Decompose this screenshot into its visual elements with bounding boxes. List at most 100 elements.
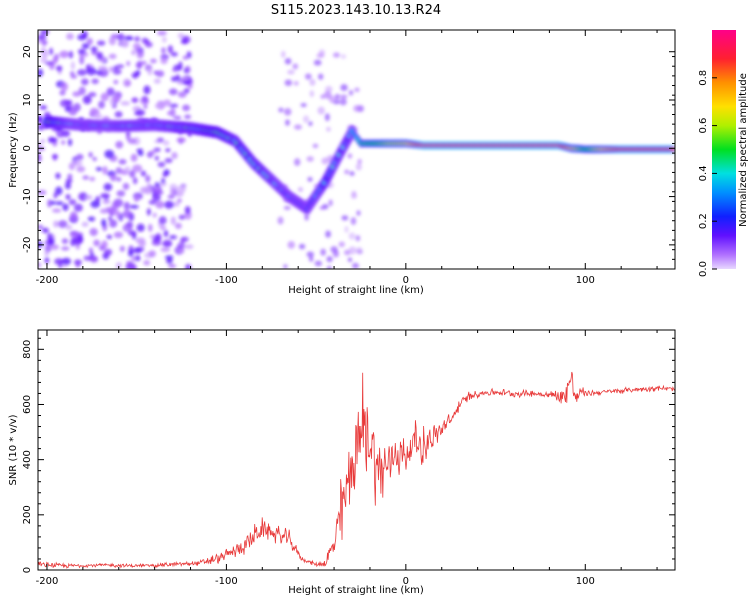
spectrogram-noise-cell [74,238,81,246]
spectrogram-noise-cell [69,71,75,76]
spectrogram-noise-cell [72,159,83,167]
spectrogram-noise-cell [184,206,191,215]
spectrogram-noise-cell [70,61,76,70]
spectrogram-noise-cell [131,72,139,79]
spectrogram-x-ticks: -200 -100 0 100 [36,30,658,286]
spectrogram-noise-cell [53,192,58,199]
spectrogram-noise-cell [341,215,349,221]
spectrogram-noise-cell [309,78,316,86]
spectrogram-noise-cell [340,84,348,92]
spectrogram-x-tick-label: -100 [215,275,238,286]
snr-frame [37,329,676,571]
spectrogram-noise-cell [155,200,165,209]
spectrogram-noise-cell [100,208,107,214]
spectrogram-noise-cell [123,201,131,211]
spectrogram-noise-cell [44,61,54,66]
snr-y-tick-label: 200 [22,505,33,524]
spectrogram-noise-cell [115,210,121,219]
spectrogram-noise-cell [146,208,151,216]
spectrogram-noise-cell [132,164,143,173]
spectrogram-noise-cell [154,103,162,109]
spectrogram-noise-cell [162,140,170,146]
spectrogram-noise-cell [316,53,325,59]
spectrogram-noise-cell [109,219,118,228]
spectrogram-noise-cell [126,60,131,67]
spectrogram-noise-cell [313,59,322,66]
spectrogram-noise-cell [52,208,62,213]
spectrogram-noise-cell [126,35,134,41]
snr-x-ticks: -200 -100 0 100 [36,330,658,587]
spectrogram-noise-cell [157,161,166,168]
spectrogram-noise-cell [175,201,180,207]
spectrogram-noise-cell [170,76,180,82]
spectrogram-noise-cell [155,70,165,78]
spectrogram-noise-cell [41,40,48,45]
spectrogram-noise-cell [182,55,189,60]
spectrogram-noise-cell [116,190,126,197]
spectrogram-noise-cell [133,111,142,116]
spectrogram-noise-cell [125,132,131,141]
spectrogram-noise-cell [60,140,66,145]
spectrogram-noise-cell [137,151,144,156]
spectrogram-noise-cell [90,200,101,208]
spectrogram-noise-cell [92,156,97,162]
spectrogram-noise-cell [133,196,140,203]
spectrogram-noise-cell [72,91,82,97]
spectrogram-noise-cell [98,100,105,109]
spectrogram-noise-cell [88,247,93,255]
spectrogram-noise-cell [283,205,291,210]
spectrogram-noise-cell [101,218,107,227]
spectrogram-noise-cell [164,157,173,164]
spectrogram-noise-cell [108,216,113,221]
spectrogram-noise-cell [89,255,99,263]
spectrogram-noise-cell [48,237,55,246]
spectrogram-noise-cell [169,235,178,240]
spectrogram-noise-cell [306,156,314,162]
spectrogram-noise-cell [96,51,101,60]
spectrogram-noise-cell [61,238,69,244]
spectrogram-noise-cell [145,174,151,183]
spectrogram-noise-cell [38,224,44,230]
spectrogram-noise-cell [132,177,138,185]
spectrogram-noise-cell [81,221,89,227]
spectrogram-noise-cell [104,149,115,159]
spectrogram-noise-cell [38,262,42,268]
spectrogram-noise-cell [59,90,66,96]
spectrogram-noise-cell [78,86,86,96]
spectrogram-noise-cell [52,153,57,161]
spectrogram-noise-cell [298,243,306,250]
snr-panel: -200 -100 0 100 0 200 400 600 800 Height of str… [8,329,676,596]
spectrogram-noise-cell [147,223,153,232]
spectrogram-noise-cell [61,257,72,266]
snr-y-tick-label: 0 [22,567,33,573]
spectrogram-noise-cell [320,94,325,99]
spectrogram-noise-cell [44,250,50,257]
spectrogram-noise-cell [62,203,69,211]
colorbar: 0.0 0.2 0.4 0.6 0.8 Normalized spectral ampl… [698,30,749,277]
snr-x-tick-label: 0 [403,576,409,587]
spectrogram-noise-cell [143,85,151,95]
spectrogram-noise-cell [181,185,186,193]
spectrogram-noise-cell [148,250,156,258]
spectrogram-noise-cell [79,55,85,65]
spectrogram-noise-cell [152,193,161,202]
spectrogram-noise-cell [73,103,81,112]
spectrogram-noise-cell [161,47,166,54]
colorbar-label: Normalized spectral amplitude [738,73,749,227]
colorbar-ticks: 0.0 0.2 0.4 0.6 0.8 [698,70,717,277]
spectrogram-noise-cell [326,256,333,263]
spectrogram-noise-cell [184,114,192,120]
spectrogram-noise-cell [160,57,168,65]
spectrogram-noise-cell [122,223,133,233]
spectrogram-noise-cell [67,173,73,181]
spectrogram-noise-cell [131,263,137,269]
spectrogram-noise-cell [76,165,86,173]
spectrogram-noise-cell [309,90,315,98]
spectrogram-noise-cell [283,108,292,116]
spectrogram-noise-cell [50,200,56,206]
spectrogram-noise-cell [353,105,362,112]
spectrogram-noise-cell [169,187,174,196]
spectrogram-noise-cell [355,235,361,242]
spectrogram-noise-cell [40,57,48,64]
spectrogram-noise-cell [103,183,113,191]
